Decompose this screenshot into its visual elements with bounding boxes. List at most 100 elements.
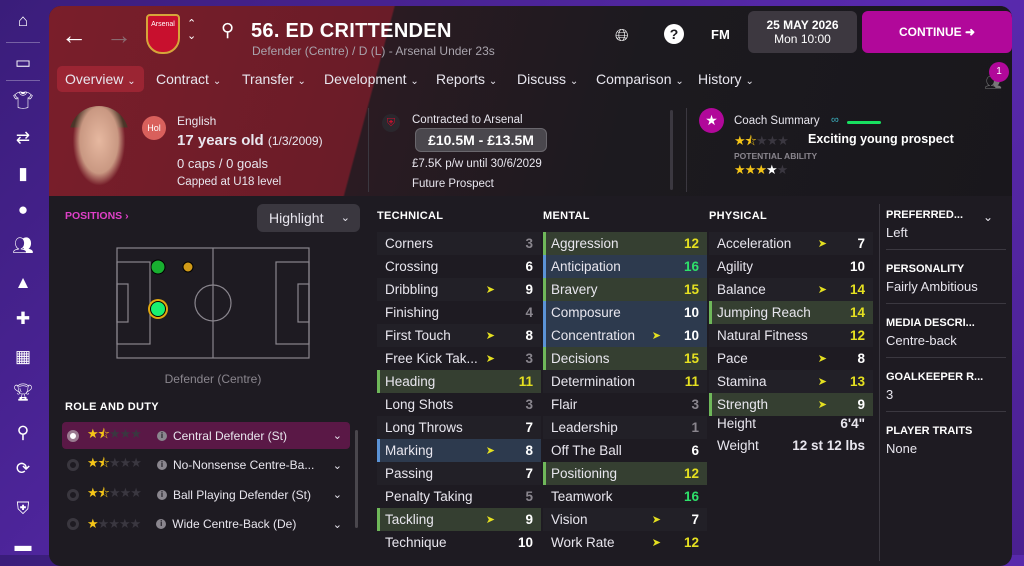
- finances-icon[interactable]: ▬: [14, 536, 32, 555]
- scrollbar[interactable]: [670, 110, 673, 190]
- tactics-icon[interactable]: ▮: [18, 164, 28, 183]
- squad-icon[interactable]: 👕︎: [12, 91, 34, 110]
- attribute-value: 7: [691, 512, 699, 527]
- role-item[interactable]: ★⯪★★★ i No-Nonsense Centre-Ba... ⌄: [62, 452, 350, 479]
- attribute-row[interactable]: Passing 7: [377, 462, 541, 485]
- home-icon[interactable]: ⌂: [17, 11, 29, 30]
- attribute-row[interactable]: Flair 3: [543, 393, 707, 416]
- tab-development[interactable]: Development ⌄: [316, 66, 427, 92]
- role-item[interactable]: ★⯪★★★ i Ball Playing Defender (St) ⌄: [62, 481, 350, 508]
- tab-comparison[interactable]: Comparison ⌄: [588, 66, 692, 92]
- chevron-down-icon[interactable]: ⌄: [332, 489, 342, 501]
- chevron-down-icon[interactable]: ⌄: [983, 210, 994, 224]
- info-icon[interactable]: i: [156, 430, 167, 441]
- medical-icon[interactable]: ✚: [15, 309, 31, 328]
- player-switch-icon[interactable]: ⌃ ⌄: [187, 18, 197, 42]
- tab-transfer[interactable]: Transfer ⌄: [234, 66, 314, 92]
- role-radio[interactable]: [67, 459, 79, 471]
- attribute-row[interactable]: Concentration ➤ 10: [543, 324, 707, 347]
- match-icon[interactable]: ●: [17, 200, 29, 219]
- attribute-row[interactable]: Natural Fitness 12: [709, 324, 873, 347]
- tab-discuss[interactable]: Discuss ⌄: [509, 66, 586, 92]
- attribute-row[interactable]: Leadership 1: [543, 416, 707, 439]
- help-icon[interactable]: ?: [664, 24, 684, 44]
- attribute-row[interactable]: Work Rate ➤ 12: [543, 531, 707, 554]
- attribute-row[interactable]: Off The Ball 6: [543, 439, 707, 462]
- chevron-down-icon[interactable]: ⌄: [332, 430, 342, 442]
- calendar-icon[interactable]: ▦: [14, 347, 32, 366]
- role-item[interactable]: ★★★★★ i Wide Centre-Back (De) ⌄: [62, 511, 350, 538]
- refresh-icon[interactable]: ⟳: [15, 459, 31, 478]
- role-scrollbar[interactable]: [355, 430, 358, 528]
- attribute-row[interactable]: Positioning 12: [543, 462, 707, 485]
- info-icon[interactable]: i: [156, 489, 167, 500]
- info-icon[interactable]: i: [156, 519, 167, 529]
- attribute-row[interactable]: Aggression 12: [543, 232, 707, 255]
- attribute-row[interactable]: Determination 11: [543, 370, 707, 393]
- club-crest[interactable]: Arsenal: [146, 14, 180, 54]
- chevron-down-icon: ⌄: [127, 76, 136, 87]
- back-arrow-icon[interactable]: ←: [61, 20, 87, 50]
- attribute-row[interactable]: Free Kick Tak... ➤ 3: [377, 347, 541, 370]
- nation-badge[interactable]: Hol: [142, 116, 166, 140]
- tab-reports[interactable]: Reports ⌄: [428, 66, 505, 92]
- forward-arrow-icon[interactable]: →: [106, 20, 132, 50]
- continue-button[interactable]: CONTINUE ➜: [862, 11, 1012, 53]
- attribute-row[interactable]: Pace ➤ 8: [709, 347, 873, 370]
- tab-contract[interactable]: Contract ⌄: [148, 66, 229, 92]
- transfer-value[interactable]: £10.5M - £13.5M: [415, 128, 547, 152]
- attribute-row[interactable]: Marking ➤ 8: [377, 439, 541, 462]
- attribute-row[interactable]: Agility 10: [709, 255, 873, 278]
- chevron-down-icon[interactable]: ⌄: [332, 518, 342, 531]
- attribute-row[interactable]: Vision ➤ 7: [543, 508, 707, 531]
- trend-arrow-icon: ➤: [485, 353, 495, 365]
- attribute-row[interactable]: Heading 11: [377, 370, 541, 393]
- chevron-down-icon[interactable]: ⌄: [332, 459, 342, 472]
- attribute-row[interactable]: Tackling ➤ 9: [377, 508, 541, 531]
- attribute-row[interactable]: Decisions 15: [543, 347, 707, 370]
- attribute-row[interactable]: Finishing 4: [377, 301, 541, 324]
- attribute-row[interactable]: Composure 10: [543, 301, 707, 324]
- attribute-row[interactable]: Penalty Taking 5: [377, 485, 541, 508]
- attribute-value: 3: [525, 397, 533, 412]
- attribute-row[interactable]: Technique 10: [377, 531, 541, 554]
- tab-overview[interactable]: Overview ⌄: [57, 66, 144, 92]
- attribute-row[interactable]: Crossing 6: [377, 255, 541, 278]
- attribute-row[interactable]: Bravery 15: [543, 278, 707, 301]
- tab-label: History: [698, 71, 742, 87]
- club-icon[interactable]: ⛨: [16, 499, 30, 518]
- attribute-row[interactable]: First Touch ➤ 8: [377, 324, 541, 347]
- positions-link[interactable]: POSITIONS ›: [65, 210, 129, 222]
- transfers-icon[interactable]: ⇄: [15, 128, 31, 147]
- inbox-icon[interactable]: ▭: [14, 53, 32, 72]
- notification-badge[interactable]: 1: [989, 62, 1009, 82]
- fm-menu-button[interactable]: FM: [711, 27, 730, 42]
- attribute-row[interactable]: Corners 3: [377, 232, 541, 255]
- game-date[interactable]: 25 MAY 2026 Mon 10:00: [748, 11, 857, 53]
- attribute-row[interactable]: Teamwork 16: [543, 485, 707, 508]
- attribute-name: Bravery: [551, 282, 598, 297]
- training-icon[interactable]: ▲: [14, 273, 32, 292]
- attribute-row[interactable]: Strength ➤ 9: [709, 393, 873, 416]
- search-icon[interactable]: ⚲: [221, 20, 235, 40]
- attribute-row[interactable]: Anticipation 16: [543, 255, 707, 278]
- role-radio[interactable]: [67, 518, 79, 530]
- role-radio[interactable]: [67, 429, 79, 442]
- role-stars: ★★★★★: [87, 516, 141, 531]
- tab-history[interactable]: History ⌄: [690, 66, 762, 92]
- globe-icon[interactable]: 🌐︎: [615, 26, 629, 45]
- attribute-row[interactable]: Long Shots 3: [377, 393, 541, 416]
- role-radio[interactable]: [67, 488, 79, 501]
- attribute-row[interactable]: Long Throws 7: [377, 416, 541, 439]
- role-item[interactable]: ★⯪★★★ i Central Defender (St) ⌄: [62, 422, 350, 449]
- search-icon[interactable]: ⚲: [16, 423, 30, 442]
- attribute-row[interactable]: Jumping Reach 14: [709, 301, 873, 324]
- trophy-icon[interactable]: 🏆︎: [12, 383, 34, 402]
- attribute-row[interactable]: Dribbling ➤ 9: [377, 278, 541, 301]
- staff-icon[interactable]: 👥︎: [12, 236, 34, 255]
- attribute-row[interactable]: Acceleration ➤ 7: [709, 232, 873, 255]
- attribute-row[interactable]: Balance ➤ 14: [709, 278, 873, 301]
- highlight-dropdown[interactable]: Highlight ⌄: [257, 204, 360, 232]
- info-icon[interactable]: i: [156, 460, 167, 470]
- attribute-row[interactable]: Stamina ➤ 13: [709, 370, 873, 393]
